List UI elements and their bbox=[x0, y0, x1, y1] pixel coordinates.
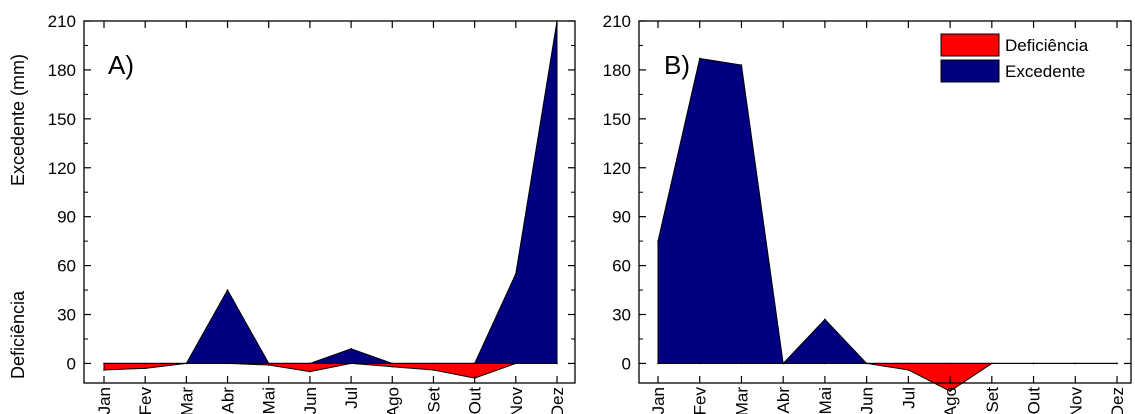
data-point bbox=[309, 362, 311, 365]
data-point bbox=[782, 362, 784, 365]
panel-a: 0 30 60 90 120 150 180 210 Jan Fev Mar Abr Mai Jun Jul… bbox=[8, 12, 576, 414]
x-tick-label: Jul bbox=[342, 387, 361, 409]
data-point bbox=[1074, 362, 1077, 365]
y-tick-label: 120 bbox=[603, 159, 631, 178]
data-point bbox=[391, 362, 394, 365]
x-tick-label: Mar bbox=[732, 387, 751, 414]
legend-label-excedente: Excedente bbox=[1005, 62, 1085, 81]
data-point bbox=[432, 369, 435, 371]
x-tick-label: Nov bbox=[1066, 387, 1085, 414]
plot-frame bbox=[83, 20, 576, 384]
y-tick-label: 120 bbox=[48, 159, 76, 178]
data-point bbox=[907, 369, 910, 371]
data-point bbox=[991, 362, 993, 365]
legend: Deficiência Excedente bbox=[940, 33, 1089, 83]
data-point bbox=[391, 365, 394, 368]
data-point bbox=[144, 362, 146, 365]
y-tick-label: 90 bbox=[57, 208, 76, 227]
data-point bbox=[824, 318, 826, 321]
data-point bbox=[144, 367, 146, 370]
y-tick-label: 60 bbox=[612, 257, 631, 276]
data-point bbox=[267, 364, 270, 366]
x-tick-label: Mai bbox=[816, 387, 835, 414]
data-point bbox=[309, 370, 311, 373]
data-point bbox=[185, 362, 188, 365]
data-point bbox=[657, 240, 659, 242]
plot-frame bbox=[638, 20, 1132, 384]
panel-b: 0 30 60 90 120 150 180 210 Jan Fev Mar Abr Mai Jun Jul… bbox=[603, 12, 1132, 414]
x-tick-label: Abr bbox=[219, 387, 238, 414]
x-tick-label: Jun bbox=[858, 387, 877, 414]
data-point bbox=[1116, 362, 1118, 365]
x-tick-label: Dez bbox=[548, 387, 567, 414]
x-tick-label: Mar bbox=[177, 387, 196, 414]
y-axis-title-deficiencia: Deficiência bbox=[8, 290, 28, 379]
legend-label-deficiencia: Deficiência bbox=[1005, 36, 1089, 55]
x-tick-label: Abr bbox=[774, 387, 793, 414]
y-tick-label: 150 bbox=[48, 110, 76, 129]
series-area-excedente bbox=[657, 57, 1118, 365]
y-tick-label: 30 bbox=[612, 306, 631, 325]
data-point bbox=[226, 289, 229, 291]
x-tick-label: Out bbox=[1025, 387, 1044, 414]
data-point bbox=[515, 272, 517, 275]
data-point bbox=[103, 369, 105, 371]
panel-label: A) bbox=[108, 50, 134, 80]
y-tick-label: 150 bbox=[603, 110, 631, 129]
x-tick-label: Fev bbox=[136, 387, 155, 414]
data-point bbox=[267, 362, 270, 365]
x-tick-label: Jul bbox=[899, 387, 918, 409]
series-area-deficiencia bbox=[657, 362, 1118, 392]
y-tick-label: 210 bbox=[48, 12, 76, 31]
x-tick-label: Jan bbox=[95, 387, 114, 414]
legend-swatch-excedente bbox=[940, 59, 1000, 83]
x-tick-label: Fev bbox=[691, 387, 710, 414]
data-point bbox=[473, 362, 476, 365]
data-point bbox=[103, 362, 105, 365]
data-point bbox=[698, 57, 701, 60]
y-tick-label: 180 bbox=[48, 61, 76, 80]
x-tick-label: Mai bbox=[260, 387, 279, 414]
panel-label: B) bbox=[664, 50, 690, 80]
legend-swatch-deficiencia bbox=[940, 33, 1000, 57]
y-tick-label: 180 bbox=[603, 61, 631, 80]
data-point bbox=[740, 64, 743, 66]
series-area-excedente bbox=[103, 20, 558, 364]
data-point bbox=[432, 362, 435, 365]
data-point bbox=[350, 347, 352, 350]
y-tick-label: 30 bbox=[57, 306, 76, 325]
y-tick-label: 90 bbox=[612, 208, 631, 227]
data-point bbox=[949, 390, 951, 392]
x-tick-label: Set bbox=[983, 387, 1002, 413]
y-tick-label: 60 bbox=[57, 257, 76, 276]
x-tick-label: Jun bbox=[301, 387, 320, 414]
x-tick-label: Dez bbox=[1108, 387, 1127, 414]
x-tick-label: Ago bbox=[383, 387, 402, 414]
data-point bbox=[865, 362, 868, 365]
y-tick-label: 0 bbox=[622, 354, 631, 373]
data-point bbox=[949, 362, 951, 365]
y-tick-label: 0 bbox=[67, 354, 76, 373]
data-point bbox=[1032, 362, 1035, 365]
y-axis-title-excedente: Excedente (mm) bbox=[8, 54, 28, 186]
x-tick-label: Jan bbox=[649, 387, 668, 414]
data-point bbox=[907, 362, 910, 365]
x-tick-label: Ago bbox=[941, 387, 960, 414]
x-tick-label: Nov bbox=[507, 387, 526, 414]
x-tick-label: Out bbox=[466, 387, 485, 414]
x-tick-label: Set bbox=[424, 387, 443, 413]
series-area-deficiencia bbox=[103, 362, 558, 379]
y-tick-label: 210 bbox=[603, 12, 631, 31]
